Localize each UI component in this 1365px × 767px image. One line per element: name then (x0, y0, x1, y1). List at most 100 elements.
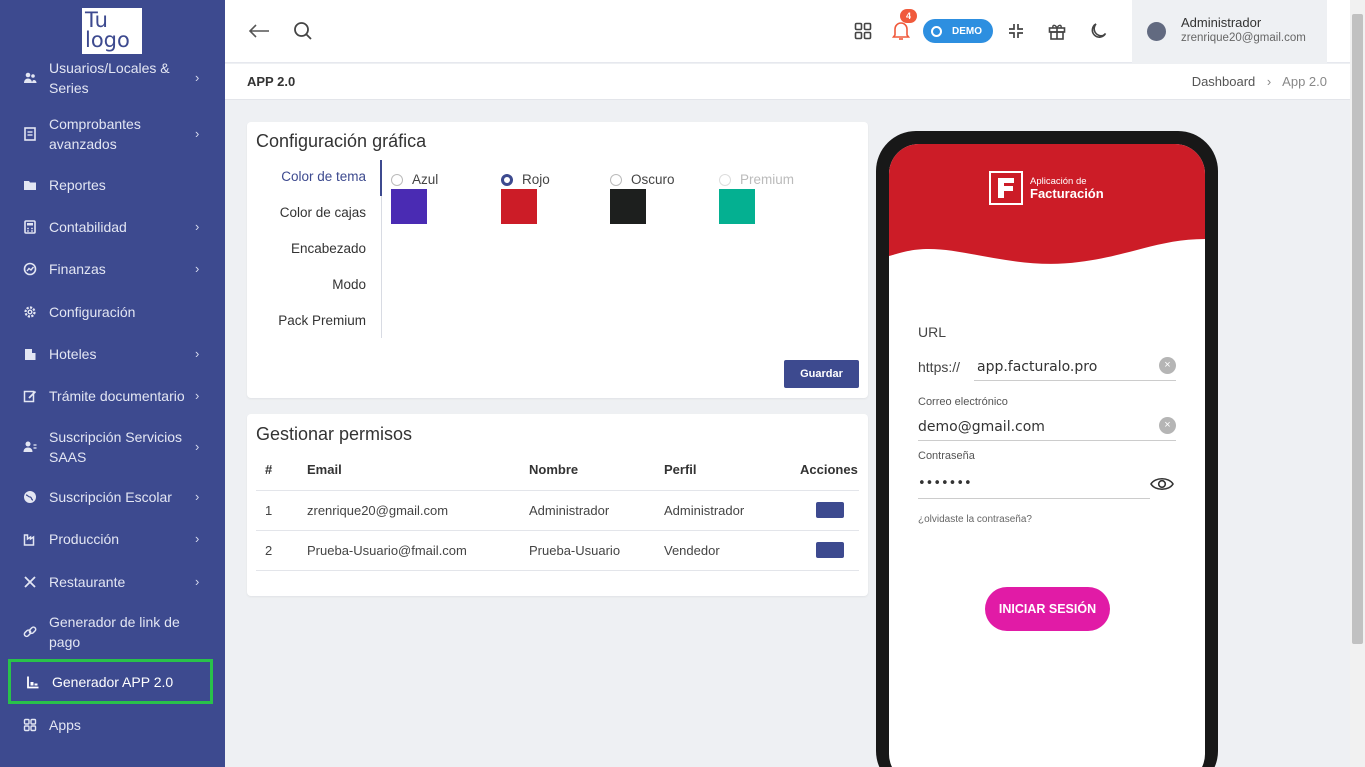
email-underline (918, 440, 1176, 441)
tab-modo[interactable]: Modo (332, 277, 366, 292)
bell-icon[interactable] (890, 20, 912, 42)
demo-badge[interactable]: DEMO (923, 19, 993, 43)
scrollbar-thumb[interactable] (1352, 14, 1363, 644)
column-header: Acciones (780, 450, 859, 491)
password-input[interactable]: ••••••• (918, 476, 972, 491)
user-list-icon (22, 439, 38, 455)
sidebar-item-suscripcion-escolar[interactable]: Suscripción Escolar › (8, 487, 213, 507)
sidebar-item-label: Generador APP 2.0 (52, 673, 174, 690)
sidebar-item-generador-app[interactable]: Generador APP 2.0 (8, 659, 213, 704)
row-email: zrenrique20@gmail.com (298, 490, 520, 531)
radio-premium (719, 173, 731, 186)
demo-label: DEMO (952, 25, 982, 37)
option-premium: Premium (719, 172, 794, 187)
column-header: # (256, 450, 298, 491)
email-label: Correo electrónico (918, 396, 1008, 408)
sidebar-item-label: Contabilidad (49, 219, 127, 235)
app-logo: Aplicación de Facturación (989, 171, 1104, 205)
page-title: APP 2.0 (247, 74, 296, 89)
collapse-icon[interactable] (1005, 20, 1027, 42)
url-input[interactable]: app.facturalo.pro (977, 359, 1098, 375)
column-header: Perfil (655, 450, 780, 491)
email-input[interactable]: demo@gmail.com (918, 419, 1045, 435)
phone-header-wave (889, 144, 1205, 264)
search-icon[interactable] (292, 20, 314, 42)
sidebar-item-hoteles[interactable]: Hoteles › (8, 344, 213, 364)
login-button[interactable]: INICIAR SESIÓN (985, 587, 1110, 631)
sidebar-item-comprobantes[interactable]: Comprobantes avanzados › (8, 114, 213, 154)
sidebar-item-label: Hoteles (49, 346, 97, 362)
save-button[interactable]: Guardar (784, 360, 859, 388)
sidebar-item-label: Usuarios/Locales & Series (49, 60, 170, 96)
swatch-oscuro[interactable] (610, 189, 646, 224)
option-azul[interactable]: Azul (391, 172, 438, 187)
password-underline (918, 498, 1150, 499)
tab-divider (381, 160, 382, 338)
sidebar-item-tramite[interactable]: Trámite documentario › (8, 386, 213, 406)
moon-icon[interactable] (1088, 20, 1110, 42)
column-header: Email (298, 450, 520, 491)
sidebar-item-contabilidad[interactable]: Contabilidad › (8, 217, 213, 237)
sidebar-item-usuarios[interactable]: Usuarios/Locales & Series › (8, 58, 213, 98)
chart-circle-icon (22, 261, 38, 277)
chevron-right-icon: › (195, 261, 200, 276)
swatch-azul[interactable] (391, 189, 427, 224)
gear-icon (22, 304, 38, 320)
notification-badge: 4 (900, 9, 917, 23)
url-underline (974, 380, 1176, 381)
radio-rojo[interactable] (501, 173, 513, 186)
swatch-rojo[interactable] (501, 189, 537, 224)
sidebar-item-label: Generador de link de pago (49, 614, 180, 650)
clear-email-icon[interactable]: × (1159, 417, 1176, 434)
row-action-button[interactable] (816, 502, 844, 518)
receipt-icon (22, 126, 38, 142)
tab-pack-premium[interactable]: Pack Premium (278, 313, 366, 328)
phone-screen: Aplicación de Facturación URL https:// a… (889, 144, 1205, 767)
sidebar-item-label: Restaurante (49, 574, 126, 590)
sidebar: Tu logo Usuarios/Locales & Series › Comp… (0, 0, 225, 767)
row-name: Administrador (520, 490, 655, 531)
radio-oscuro[interactable] (610, 173, 622, 186)
radio-azul[interactable] (391, 173, 403, 186)
globe-icon (22, 489, 38, 505)
option-label: Azul (412, 172, 439, 187)
clear-url-icon[interactable]: × (1159, 357, 1176, 374)
forgot-password-link[interactable]: ¿olvidaste la contraseña? (918, 514, 1032, 525)
sidebar-item-configuracion[interactable]: Configuración (8, 302, 213, 322)
table-row: 2 Prueba-Usuario@fmail.com Prueba-Usuari… (256, 530, 859, 571)
tab-encabezado[interactable]: Encabezado (290, 241, 366, 256)
sidebar-item-reportes[interactable]: Reportes (8, 175, 213, 195)
sidebar-item-suscripcion-saas[interactable]: Suscripción Servicios SAAS › (8, 427, 213, 467)
tab-color-cajas[interactable]: Color de cajas (279, 205, 366, 220)
breadcrumb: Dashboard › App 2.0 (1192, 74, 1327, 89)
app-title-line1: Aplicación de (1030, 175, 1087, 187)
sidebar-item-apps[interactable]: Apps (8, 715, 213, 735)
eye-icon[interactable] (1150, 476, 1174, 497)
breadcrumb-separator-icon: › (1266, 74, 1272, 89)
apps-grid-icon[interactable] (852, 20, 874, 42)
sidebar-item-link-pago[interactable]: Generador de link de pago (8, 612, 213, 652)
sidebar-item-produccion[interactable]: Producción › (8, 529, 213, 549)
chevron-right-icon: › (195, 531, 200, 546)
back-arrow-icon[interactable] (248, 20, 270, 42)
row-number: 1 (256, 490, 298, 531)
tab-color-tema[interactable]: Color de tema (281, 169, 366, 184)
gift-icon[interactable] (1046, 20, 1068, 42)
chevron-right-icon: › (195, 70, 200, 85)
password-label: Contraseña (918, 450, 975, 462)
page-scrollbar[interactable] (1350, 0, 1365, 767)
edit-icon (22, 388, 38, 404)
building-icon (22, 346, 38, 362)
user-menu[interactable]: Administrador zrenrique20@gmail.com (1132, 0, 1327, 63)
app-builder-icon (25, 674, 41, 690)
option-oscuro[interactable]: Oscuro (610, 172, 675, 187)
sidebar-item-restaurante[interactable]: Restaurante › (8, 572, 213, 592)
permissions-table: # Email Nombre Perfil Acciones 1 zrenriq… (256, 450, 859, 571)
option-rojo[interactable]: Rojo (501, 172, 550, 187)
sidebar-item-finanzas[interactable]: Finanzas › (8, 259, 213, 279)
breadcrumb-dashboard-link[interactable]: Dashboard (1191, 74, 1256, 89)
phone-preview: Aplicación de Facturación URL https:// a… (876, 131, 1218, 767)
table-row: 1 zrenrique20@gmail.com Administrador Ad… (256, 490, 859, 531)
row-action-button[interactable] (816, 542, 844, 558)
top-bar: 4 DEMO Administrador zrenrique20@gmail.c… (225, 0, 1350, 63)
